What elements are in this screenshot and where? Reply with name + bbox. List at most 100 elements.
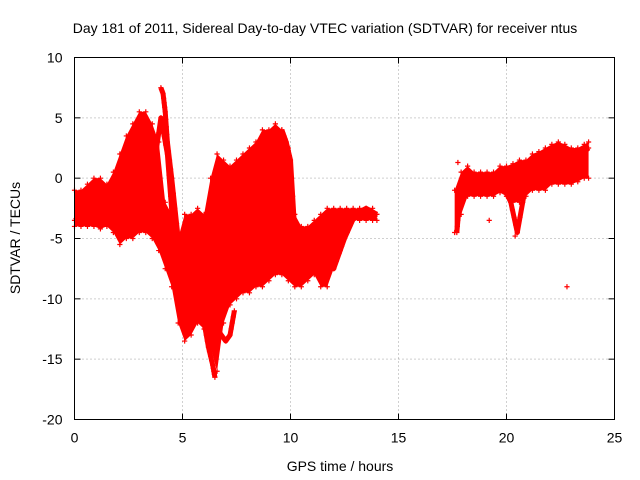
data-point (292, 284, 298, 290)
data-point (162, 199, 168, 205)
data-point (162, 266, 168, 272)
y-tick-label: 0 (55, 170, 63, 186)
data-point (541, 160, 547, 166)
data-point (328, 264, 334, 270)
data-point (522, 184, 528, 190)
data-point (363, 205, 369, 211)
data-point (164, 139, 170, 145)
data-point (454, 229, 460, 236)
data-point (149, 235, 155, 242)
data-point (333, 258, 339, 264)
data-point (494, 178, 500, 184)
data-point (117, 241, 123, 248)
data-point (190, 296, 196, 302)
data-point (284, 143, 290, 150)
data-point (350, 217, 356, 223)
data-point (530, 166, 537, 172)
data-point (209, 358, 215, 364)
data-point (497, 190, 503, 196)
data-point (320, 260, 326, 266)
data-point (182, 211, 188, 217)
data-point (84, 223, 91, 230)
data-point (456, 205, 462, 211)
data-point (188, 290, 194, 296)
data-point (496, 180, 503, 186)
data-point (571, 155, 577, 162)
y-tick-label: -5 (50, 231, 63, 247)
data-point (97, 175, 104, 181)
data-point (91, 223, 97, 230)
data-point (77, 214, 83, 220)
data-point (542, 187, 548, 193)
data-point (309, 247, 315, 254)
data-point (109, 217, 115, 223)
data-point (88, 205, 94, 211)
data-point (229, 320, 235, 326)
data-point (465, 193, 471, 199)
data-point (156, 130, 162, 136)
data-point (163, 124, 169, 130)
data-point (511, 214, 517, 220)
data-point (279, 272, 285, 278)
data-point (344, 229, 350, 236)
data-point (523, 157, 529, 163)
data-point (170, 190, 176, 196)
data-point (233, 157, 240, 163)
data-point (143, 109, 149, 115)
data-point (293, 232, 300, 239)
data-point (285, 278, 291, 284)
data-point (314, 254, 321, 260)
data-point (503, 190, 510, 196)
data-point (318, 211, 324, 217)
data-point (104, 181, 110, 187)
data-point (568, 145, 574, 151)
data-point (311, 272, 317, 278)
outlier-point (486, 217, 492, 223)
y-axis-label: SDTVAR / TECUs (7, 182, 23, 294)
data-point (350, 205, 356, 211)
data-point (454, 223, 460, 230)
data-point (585, 175, 592, 181)
data-point (471, 193, 477, 199)
data-point (214, 151, 220, 157)
data-point (562, 141, 568, 147)
data-point (161, 95, 167, 101)
data-point (110, 169, 116, 175)
data-point (471, 169, 477, 175)
data-point (562, 181, 568, 187)
data-point (196, 308, 202, 314)
data-point (455, 211, 462, 217)
x-tick-label: 5 (179, 430, 187, 446)
data-point (539, 161, 545, 168)
data-point (130, 121, 136, 127)
data-point (516, 157, 523, 163)
data-point (233, 296, 240, 302)
data-point (542, 145, 548, 151)
data-point (555, 139, 561, 145)
data-point (285, 148, 291, 154)
data-point (452, 187, 458, 193)
data-point (455, 217, 461, 223)
data-point (136, 229, 142, 236)
data-point (227, 163, 233, 169)
data-point (529, 187, 536, 193)
data-point (164, 131, 170, 138)
data-point (240, 290, 246, 296)
data-point (281, 133, 287, 139)
data-point (312, 250, 318, 257)
data-point (104, 211, 110, 217)
data-point (272, 121, 278, 127)
y-tick-label: -10 (42, 291, 62, 307)
data-point (355, 210, 361, 216)
data-point (253, 284, 259, 290)
x-tick-label: 20 (499, 430, 515, 446)
y-tick-label: 10 (47, 50, 63, 66)
y-tick-label: 5 (55, 110, 63, 126)
data-point (477, 169, 484, 175)
data-point (324, 284, 330, 290)
data-point (259, 127, 266, 133)
data-point (107, 214, 113, 220)
data-point (465, 163, 471, 169)
data-point (151, 160, 158, 166)
data-point (298, 241, 304, 248)
